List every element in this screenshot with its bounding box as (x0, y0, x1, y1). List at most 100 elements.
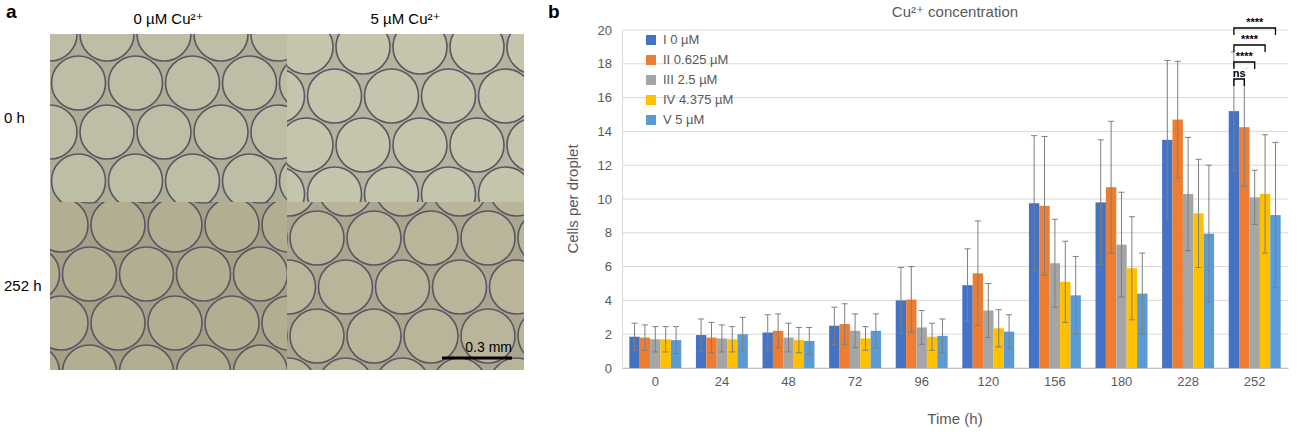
droplet (450, 34, 504, 74)
error-bars (663, 135, 1268, 353)
series (650, 194, 1260, 368)
x-tick-label: 48 (781, 374, 795, 389)
y-axis-line (622, 31, 623, 369)
x-tick-label: 228 (1177, 374, 1199, 389)
y-tick: 8 (605, 225, 622, 240)
x-tick-label: 180 (1111, 374, 1133, 389)
error-bars (632, 52, 1237, 351)
y-tick: 16 (598, 90, 622, 105)
y-tick-label: 10 (598, 192, 612, 207)
error-bar (729, 327, 735, 352)
droplet (109, 154, 163, 202)
legend-swatch (646, 35, 656, 45)
legend-label: III 2.5 µM (663, 72, 717, 87)
droplet (166, 56, 220, 110)
legend-swatch (646, 115, 656, 125)
droplet (50, 202, 88, 252)
significance: ns************ (1232, 16, 1276, 86)
error-bar (1052, 219, 1058, 307)
error-bar (765, 315, 771, 350)
droplet (287, 118, 333, 172)
error-bar (1252, 170, 1258, 224)
error-bar (1062, 241, 1068, 322)
droplet (336, 34, 390, 74)
error-bar (1073, 256, 1079, 334)
error-bar (1119, 192, 1125, 297)
droplet (347, 309, 401, 363)
significance-label: **** (1241, 33, 1259, 45)
grid-line (622, 30, 1288, 31)
droplet (50, 345, 60, 370)
figure: a0 µM Cu²⁺5 µM Cu²⁺0 h252 h0.3 mmb 0 24 6 8 1… (0, 0, 1299, 436)
x-tick-label: 0 (652, 374, 659, 389)
y-tick: 6 (605, 259, 622, 274)
error-bar (873, 314, 879, 348)
droplet (461, 211, 515, 265)
series (629, 111, 1239, 368)
droplet (194, 105, 248, 159)
droplet (63, 247, 117, 301)
droplet (251, 105, 287, 159)
y-tick-label: 14 (598, 124, 612, 139)
droplet (109, 56, 163, 110)
error-bar (985, 284, 991, 338)
y-tick: 18 (598, 56, 622, 71)
error-bar (1006, 315, 1012, 349)
x-tick: 120 (977, 368, 999, 389)
x-tick-label: 252 (1244, 374, 1266, 389)
droplet (365, 167, 419, 202)
droplet (507, 34, 524, 74)
error-bar (842, 304, 848, 345)
grid-line (622, 131, 1288, 132)
x-tick-label: 24 (715, 374, 729, 389)
y-tick-label: 16 (598, 90, 612, 105)
error-bar (996, 310, 1002, 347)
error-bar (965, 249, 971, 322)
x-axis-line (623, 368, 1289, 369)
panel-label: b (548, 1, 560, 22)
error-bar (663, 327, 669, 352)
significance-label: ns (1233, 67, 1246, 79)
legend-label: V 5 µM (663, 112, 704, 127)
error-bar (919, 311, 925, 345)
x-tick-label: 156 (1044, 374, 1066, 389)
label-patch (1235, 50, 1255, 61)
droplet (205, 202, 259, 252)
y-axis-title: Cells per droplet (564, 144, 581, 254)
droplet (63, 345, 117, 370)
x-tick: 228 (1177, 368, 1199, 389)
droplet (287, 260, 316, 314)
x-tick-label: 72 (848, 374, 862, 389)
droplet (365, 69, 419, 123)
error-bars (642, 61, 1247, 353)
x-tick: 24 (715, 368, 729, 389)
error-bars (652, 137, 1257, 352)
droplet (479, 69, 525, 123)
micrograph (287, 202, 524, 370)
error-bar (673, 327, 679, 354)
x-tick-label: 96 (914, 374, 928, 389)
droplet (287, 69, 305, 123)
plot-area (629, 52, 1280, 368)
y-tick-label: 8 (605, 225, 612, 240)
droplet (404, 309, 458, 363)
droplet (223, 56, 277, 110)
droplet (91, 202, 145, 252)
droplet (234, 247, 288, 301)
droplet (50, 105, 77, 159)
label-patch (1245, 16, 1265, 27)
droplet (287, 34, 333, 74)
droplet (308, 167, 362, 202)
y-axis: 02468101214161820 (598, 23, 623, 376)
panel-a: a0 µM Cu²⁺5 µM Cu²⁺0 h252 h0.3 mm (0, 0, 658, 436)
droplet (234, 345, 288, 370)
error-bar (939, 319, 945, 353)
error-bar (796, 327, 802, 352)
error-bar (1108, 121, 1114, 253)
error-bar (852, 314, 858, 348)
droplet (166, 154, 220, 202)
error-bar (642, 325, 648, 350)
x-axis: 0 24 48 72 96 120 156 180 228 252 (623, 368, 1289, 389)
y-tick: 20 (598, 23, 622, 38)
droplet (308, 69, 362, 123)
